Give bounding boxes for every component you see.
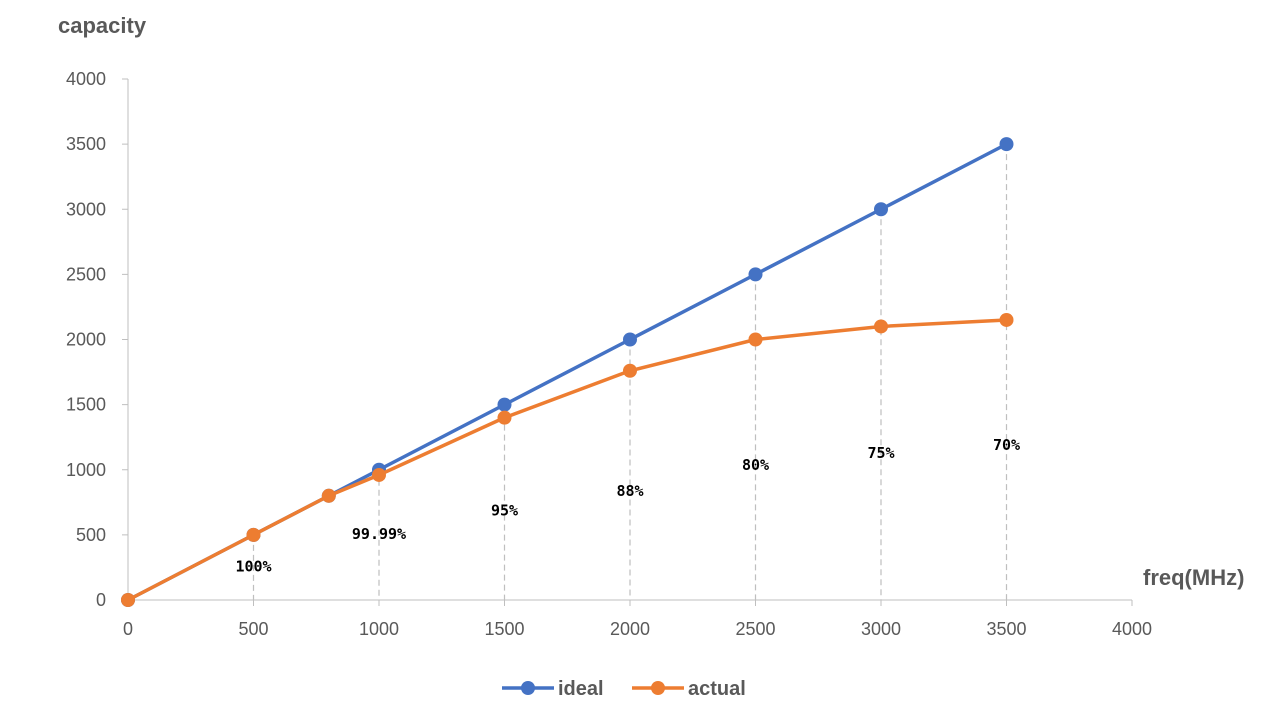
x-tick-label: 3500 [986, 619, 1026, 639]
y-tick-label: 1000 [66, 460, 106, 480]
series-point-actual [623, 363, 637, 378]
annotation-label: 95% [491, 501, 518, 519]
x-tick-label: 2000 [610, 619, 650, 639]
legend-label-ideal: ideal [558, 678, 604, 700]
x-tick-label: 500 [238, 619, 268, 639]
annotation-label: 88% [616, 482, 643, 500]
annotation-label: 70% [993, 436, 1020, 454]
x-tick-label: 4000 [1112, 619, 1152, 639]
annotation-label: 80% [742, 456, 769, 474]
x-tick-label: 1500 [484, 619, 524, 639]
series-point-actual [999, 312, 1014, 327]
percentage-annotations: 100% 99.99% 95% 88% 80% 75% 70% [235, 436, 1020, 575]
series-point-actual [748, 332, 763, 347]
series-point-ideal [497, 397, 512, 412]
series-group [121, 137, 1014, 607]
legend: ideal actual [502, 678, 746, 700]
x-tick-label: 2500 [735, 619, 775, 639]
series-point-ideal [999, 137, 1014, 152]
series-point-ideal [748, 267, 763, 282]
y-tick-label: 1500 [66, 395, 106, 415]
series-point-actual [874, 319, 888, 334]
series-point-ideal [623, 332, 637, 347]
y-tick-label: 2000 [66, 330, 106, 350]
legend-marker-actual [651, 681, 665, 695]
series-point-actual [246, 527, 261, 542]
y-tick-label: 2500 [66, 264, 106, 284]
annotation-label: 99.99% [352, 525, 406, 543]
drop-lines [252, 144, 1008, 600]
y-tick-label: 3500 [66, 134, 106, 154]
y-tick-label: 0 [96, 590, 106, 610]
series-point-actual [372, 467, 386, 482]
x-tick-labels: 0 500 1000 1500 2000 2500 3000 3500 4000 [123, 619, 1152, 639]
axes [122, 78, 1133, 606]
y-tick-label: 4000 [66, 69, 106, 89]
y-tick-label: 500 [76, 525, 106, 545]
x-tick-label: 3000 [861, 619, 901, 639]
x-tick-label: 1000 [359, 619, 399, 639]
annotation-label: 100% [235, 557, 271, 575]
y-axis-title: capacity [58, 13, 147, 38]
series-point-actual [321, 488, 336, 503]
legend-label-actual: actual [688, 678, 746, 700]
y-tick-label: 3000 [66, 199, 106, 219]
y-tick-labels: 0 500 1000 1500 2000 2500 3000 3500 4000 [66, 69, 106, 610]
legend-marker-ideal [521, 681, 535, 695]
series-point-actual [121, 593, 135, 607]
annotation-label: 75% [867, 444, 894, 462]
series-point-actual [497, 410, 512, 425]
series-point-ideal [874, 202, 888, 217]
x-axis-title: freq(MHz) [1143, 565, 1244, 590]
x-tick-label: 0 [123, 619, 133, 639]
